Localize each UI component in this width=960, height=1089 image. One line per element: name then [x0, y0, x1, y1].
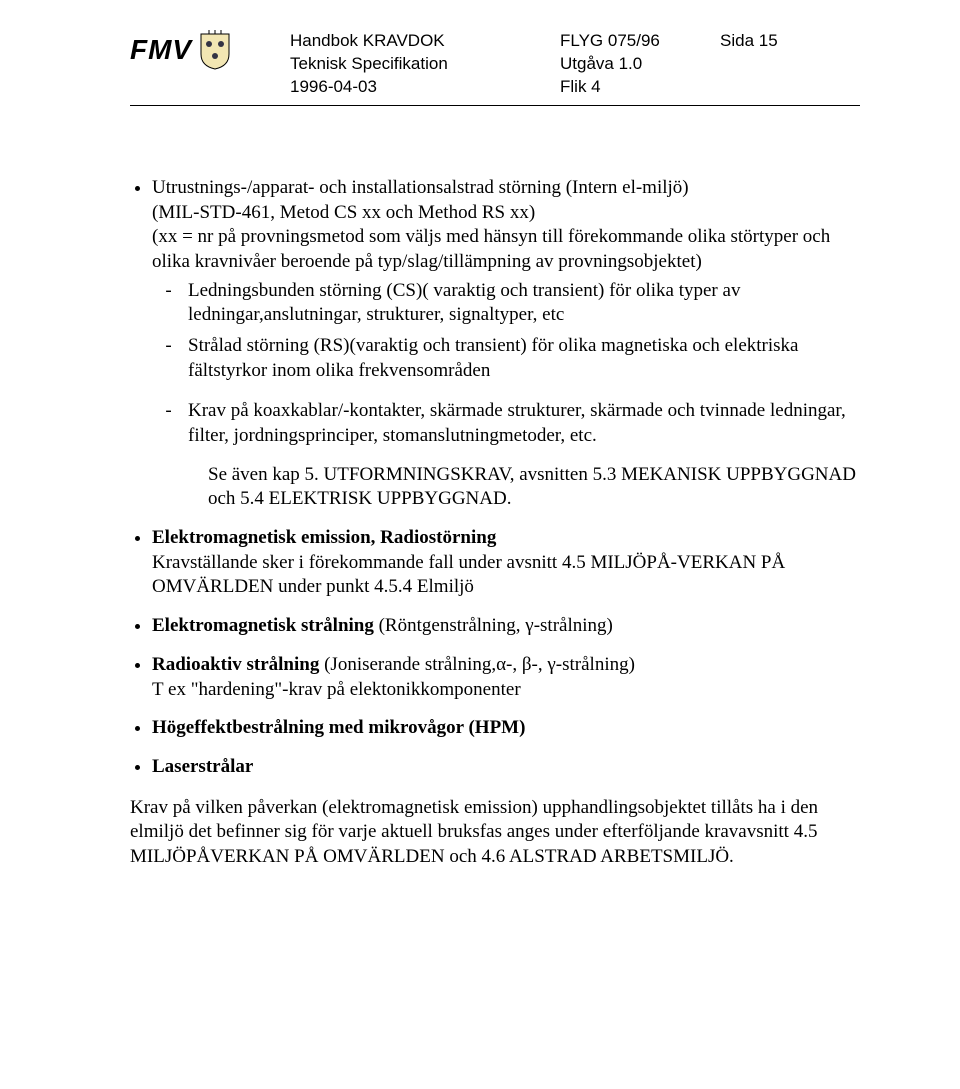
bullet-em-emission: Elektromagnetisk emission, Radiostörning…	[152, 526, 860, 600]
logo-text: FMV	[130, 34, 192, 66]
header-page: Sida 15	[720, 30, 860, 53]
sub-stralad: Strålad störning (RS)(varaktig och trans…	[186, 334, 860, 383]
header-columns: Handbok KRAVDOK Teknisk Specifikation 19…	[290, 30, 860, 99]
text: Ledningsbunden störning (CS)( varaktig o…	[188, 280, 740, 326]
title: Radioaktiv strålning	[152, 654, 319, 675]
body-content: Utrustnings-/apparat- och installationsa…	[130, 176, 860, 870]
bullet-laser: Laserstrålar	[152, 755, 860, 780]
header-doc-title: Handbok KRAVDOK	[290, 30, 560, 53]
bullet-hpm: Högeffektbestrålning med mikrovågor (HPM…	[152, 716, 860, 741]
text: Krav på vilken påverkan (elektromagnetis…	[130, 797, 818, 867]
text: (MIL-STD-461, Metod CS xx och Method RS …	[152, 202, 535, 223]
page: FMV Handbok KRAVDOK Teknisk Specifikatio…	[0, 0, 960, 1089]
text: T ex "hardening"-krav på elektonikkompon…	[152, 679, 521, 700]
header-ref: FLYG 075/96	[560, 30, 720, 53]
header-date: 1996-04-03	[290, 76, 560, 99]
inner-list-2: Krav på koaxkablar/-kontakter, skärmade …	[152, 399, 860, 448]
text: Krav på koaxkablar/-kontakter, skärmade …	[188, 400, 846, 446]
title: Högeffektbestrålning med mikrovågor (HPM…	[152, 717, 525, 738]
text: (xx = nr på provningsmetod som väljs med…	[152, 226, 830, 272]
text: Kravställande sker i förekommande fall u…	[152, 552, 785, 598]
header-tab: Flik 4	[560, 76, 720, 99]
crest-icon	[198, 30, 232, 70]
logo-block: FMV	[130, 30, 290, 70]
header-col-3: Sida 15	[720, 30, 860, 99]
see-also-note: Se även kap 5. UTFORMNINGSKRAV, avsnitte…	[208, 463, 860, 512]
text: Se även kap 5. UTFORMNINGSKRAV, avsnitte…	[208, 464, 856, 510]
header-rule	[130, 105, 860, 106]
text: (Röntgenstrålning, γ-strålning)	[374, 615, 613, 636]
header-col-1: Handbok KRAVDOK Teknisk Specifikation 19…	[290, 30, 560, 99]
title: Laserstrålar	[152, 756, 253, 777]
outer-list: Utrustnings-/apparat- och installationsa…	[130, 176, 860, 780]
title: Elektromagnetisk emission, Radiostörning	[152, 527, 496, 548]
bullet-em-stralning: Elektromagnetisk strålning (Röntgenstrål…	[152, 614, 860, 639]
closing-paragraph: Krav på vilken påverkan (elektromagnetis…	[130, 796, 860, 870]
text: (Joniserande strålning,α-, β-, γ-strålni…	[319, 654, 635, 675]
header-doc-subtitle: Teknisk Specifikation	[290, 53, 560, 76]
inner-list-1: Ledningsbunden störning (CS)( varaktig o…	[152, 279, 860, 384]
text: Utrustnings-/apparat- och installationsa…	[152, 177, 689, 198]
bullet-intern-elmiljo: Utrustnings-/apparat- och installationsa…	[152, 176, 860, 512]
text: Strålad störning (RS)(varaktig och trans…	[188, 335, 798, 381]
bullet-radioaktiv: Radioaktiv strålning (Joniserande stråln…	[152, 653, 860, 702]
sub-ledningsbunden: Ledningsbunden störning (CS)( varaktig o…	[186, 279, 860, 328]
title: Elektromagnetisk strålning	[152, 615, 374, 636]
sub-krav-koax: Krav på koaxkablar/-kontakter, skärmade …	[186, 399, 860, 448]
header-edition: Utgåva 1.0	[560, 53, 720, 76]
document-header: FMV Handbok KRAVDOK Teknisk Specifikatio…	[130, 30, 860, 99]
header-col-2: FLYG 075/96 Utgåva 1.0 Flik 4	[560, 30, 720, 99]
